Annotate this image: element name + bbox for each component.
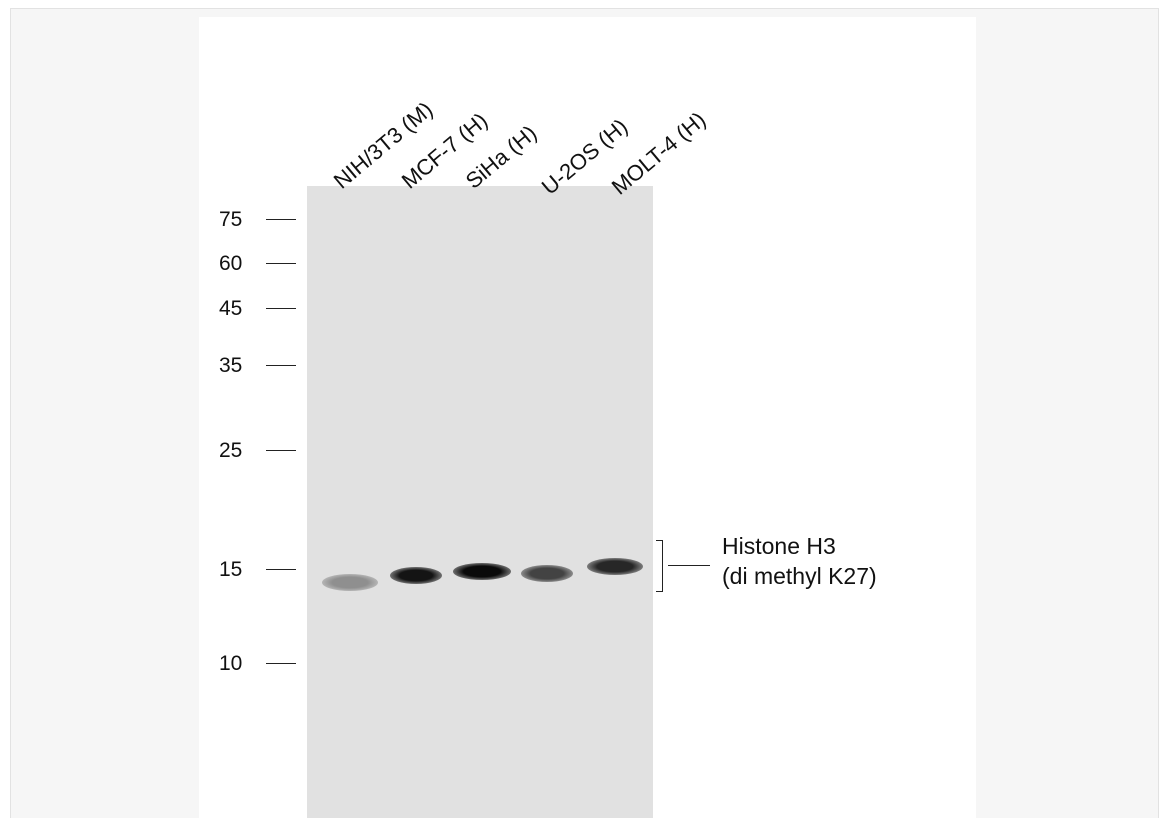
mw-marker-tick — [266, 263, 296, 264]
annotation-connector — [668, 565, 710, 566]
mw-marker-tick — [266, 365, 296, 366]
protein-band — [453, 563, 511, 580]
mw-marker-tick — [266, 308, 296, 309]
mw-marker-label: 60 — [219, 252, 243, 275]
target-modification: (di methyl K27) — [722, 562, 877, 589]
mw-marker-tick — [266, 569, 296, 570]
mw-marker-label: 10 — [219, 652, 243, 675]
protein-band — [390, 567, 442, 584]
mw-marker-label: 35 — [219, 354, 243, 377]
protein-band — [322, 574, 378, 591]
mw-marker-label: 25 — [219, 439, 243, 462]
target-protein-label: Histone H3 (di methyl K27) — [722, 532, 877, 592]
mw-marker-tick — [266, 663, 296, 664]
mw-marker-label: 75 — [219, 208, 243, 231]
mw-marker-label: 15 — [219, 558, 243, 581]
protein-band — [521, 565, 573, 582]
mw-marker-tick — [266, 219, 296, 220]
western-blot-membrane — [307, 186, 653, 818]
protein-band — [587, 558, 643, 575]
target-name: Histone H3 — [722, 533, 836, 559]
mw-marker-label: 45 — [219, 297, 243, 320]
band-bracket — [656, 540, 663, 592]
mw-marker-tick — [266, 450, 296, 451]
